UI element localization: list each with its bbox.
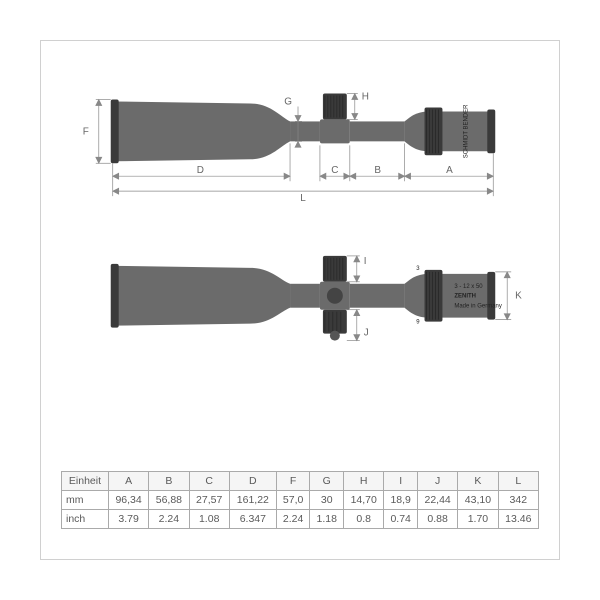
- brand-label: SCHMIDT BENDER: [463, 104, 469, 158]
- made-in-label: Made in Germany: [454, 304, 501, 310]
- cell: 18,9: [384, 491, 418, 510]
- col-L: L: [498, 472, 538, 491]
- top-view: 3 9 3 - 12 x 50 ZENITH Made in Germany I: [111, 256, 522, 341]
- unit-mm: mm: [62, 491, 109, 510]
- dim-label-L: L: [300, 193, 306, 204]
- cell: 14,70: [344, 491, 384, 510]
- dim-label-K: K: [515, 291, 522, 302]
- dim-label-B: B: [374, 165, 381, 176]
- cell: 30: [310, 491, 344, 510]
- model-label: ZENITH: [454, 294, 476, 300]
- cell: 161,22: [229, 491, 276, 510]
- cell: 43,10: [458, 491, 498, 510]
- mag-number-3: 3: [416, 266, 420, 272]
- mag-number-9: 9: [416, 320, 420, 326]
- cell: 56,88: [149, 491, 189, 510]
- dim-label-H: H: [362, 92, 369, 103]
- table-row: mm 96,34 56,88 27,57 161,22 57,0 30 14,7…: [62, 491, 539, 510]
- cell: 1.18: [310, 510, 344, 529]
- col-F: F: [276, 472, 310, 491]
- dimensions-table: Einheit A B C D F G H I J K L mm 96,34: [61, 471, 539, 529]
- dimensions-table-wrap: Einheit A B C D F G H I J K L mm 96,34: [61, 471, 539, 529]
- col-H: H: [344, 472, 384, 491]
- dim-label-C: C: [331, 165, 338, 176]
- col-C: C: [189, 472, 229, 491]
- col-K: K: [458, 472, 498, 491]
- cell: 342: [498, 491, 538, 510]
- dim-label-D: D: [197, 165, 204, 176]
- dim-label-I: I: [364, 256, 367, 267]
- cell: 1.70: [458, 510, 498, 529]
- page-frame: SCHMIDT BENDER F: [40, 40, 560, 560]
- cell: 3.79: [108, 510, 148, 529]
- col-D: D: [229, 472, 276, 491]
- col-G: G: [310, 472, 344, 491]
- cell: 27,57: [189, 491, 229, 510]
- table-row: inch 3.79 2.24 1.08 6.347 2.24 1.18 0.8 …: [62, 510, 539, 529]
- cell: 2.24: [149, 510, 189, 529]
- col-B: B: [149, 472, 189, 491]
- cell: 0.74: [384, 510, 418, 529]
- col-J: J: [417, 472, 457, 491]
- cell: 0.88: [417, 510, 457, 529]
- model-range-label: 3 - 12 x 50: [454, 284, 483, 290]
- diagram-svg: SCHMIDT BENDER F: [41, 41, 559, 421]
- dim-label-G: G: [284, 96, 292, 107]
- dim-label-J: J: [364, 328, 369, 339]
- header-einheit: Einheit: [62, 472, 109, 491]
- dim-label-F: F: [83, 126, 89, 137]
- cell: 96,34: [108, 491, 148, 510]
- cell: 13.46: [498, 510, 538, 529]
- col-I: I: [384, 472, 418, 491]
- dim-label-A: A: [446, 165, 453, 176]
- technical-diagram: SCHMIDT BENDER F: [41, 41, 559, 421]
- cell: 22,44: [417, 491, 457, 510]
- cell: 2.24: [276, 510, 310, 529]
- col-A: A: [108, 472, 148, 491]
- cell: 57,0: [276, 491, 310, 510]
- unit-inch: inch: [62, 510, 109, 529]
- cell: 1.08: [189, 510, 229, 529]
- cell: 0.8: [344, 510, 384, 529]
- side-view: SCHMIDT BENDER F: [83, 92, 496, 205]
- table-header-row: Einheit A B C D F G H I J K L: [62, 472, 539, 491]
- cell: 6.347: [229, 510, 276, 529]
